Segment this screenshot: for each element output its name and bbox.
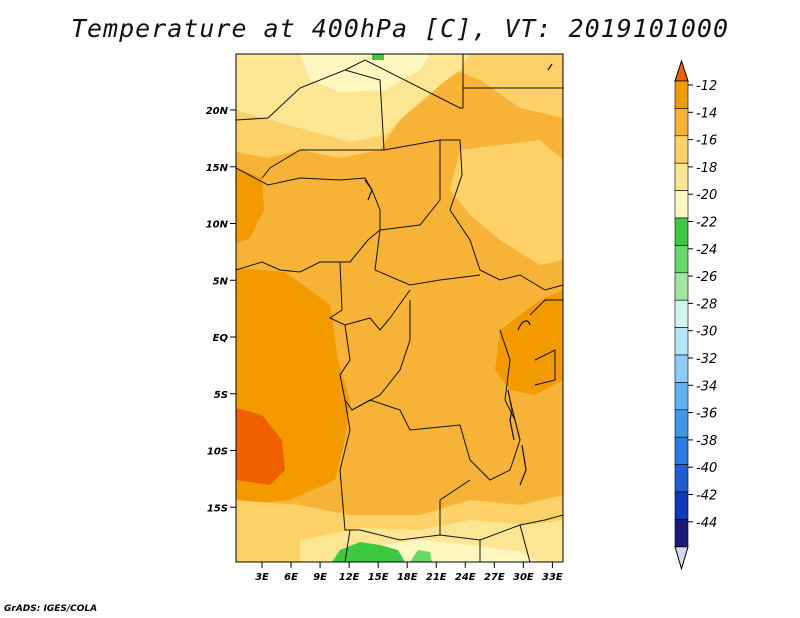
- lat-tick-label: EQ: [213, 333, 229, 344]
- colorbar-label: -12: [696, 79, 717, 94]
- colorbar-label: -26: [696, 270, 717, 285]
- colorbar-label: -32: [696, 352, 717, 367]
- lon-tick-label: 12E: [339, 572, 360, 583]
- lat-axis: 20N 15N 10N 5N EQ 5S 10S 15S: [206, 106, 236, 514]
- colorbar-label: -22: [696, 216, 717, 231]
- lat-tick-label: 10S: [207, 447, 228, 458]
- colorbar-swatch: [674, 299, 689, 328]
- colorbar-label: -42: [696, 489, 717, 504]
- lon-tick-label: 15E: [368, 572, 389, 583]
- colorbar-swatch: [674, 190, 689, 219]
- lat-tick-label: 15N: [206, 163, 229, 174]
- lat-tick-label: 20N: [206, 106, 229, 117]
- colorbar-label: -36: [696, 407, 717, 422]
- south-green-patch-2: [410, 550, 432, 562]
- lon-tick-label: 30E: [513, 572, 534, 583]
- colorbar-swatch: [674, 217, 689, 246]
- lon-tick-label: 9E: [313, 572, 327, 583]
- south-band-22-24: [360, 540, 540, 562]
- colorbar-swatch: [674, 519, 689, 548]
- lon-tick-label: 21E: [426, 572, 447, 583]
- west-warm-16: [236, 168, 264, 244]
- lon-tick-label: 3E: [255, 572, 269, 583]
- colorbar-label: -28: [696, 297, 717, 312]
- colorbar-swatch: [674, 409, 689, 438]
- footer-credit: GrADS: IGES/COLA: [4, 604, 98, 614]
- colorbar-swatch: [674, 135, 689, 164]
- lat-tick-label: 5S: [214, 390, 228, 401]
- colorbar-label: -16: [696, 134, 717, 149]
- lakes: [364, 63, 553, 486]
- colorbar-label: -14: [696, 106, 717, 121]
- colorbar-label: -44: [696, 516, 717, 531]
- colorbar-swatch: [674, 382, 689, 411]
- colorbar-label: -38: [696, 434, 717, 449]
- lon-tick-label: 6E: [284, 572, 298, 583]
- colorbar-swatch: [674, 245, 689, 274]
- colorbar-label: -30: [696, 325, 717, 340]
- map-frame: [235, 53, 564, 563]
- colorbar-swatch: [674, 327, 689, 356]
- colorbar-swatch: [674, 354, 689, 383]
- lon-tick-label: 33E: [542, 572, 563, 583]
- lat-tick-label: 10N: [206, 220, 229, 231]
- south-green-patch: [332, 542, 405, 562]
- colorbar-low-cap: [674, 546, 689, 571]
- colorbar-swatch: [674, 464, 689, 493]
- east-band-18-20: [450, 140, 563, 265]
- country-borders: [236, 54, 563, 562]
- colorbar-swatch: [674, 436, 689, 465]
- hot-core-14: [236, 408, 285, 485]
- colorbar-swatch: [674, 491, 689, 520]
- lat-tick-label: 5N: [213, 276, 229, 287]
- temperature-field: [236, 54, 563, 562]
- lon-tick-label: 18E: [397, 572, 418, 583]
- north-green-patch: [372, 54, 384, 60]
- colorbar-label: -40: [696, 461, 717, 476]
- colorbar-label: -34: [696, 379, 717, 394]
- colorbar-label: -18: [696, 161, 717, 176]
- colorbar-swatch: [674, 272, 689, 301]
- colorbar: -12 -14 -16 -18 -20 -22 -24 -26 -28 -30 -32 -34 -36 -…: [674, 59, 717, 571]
- colorbar-label: -24: [696, 243, 717, 258]
- colorbar-swatch: [674, 108, 689, 137]
- colorbar-high-cap: [674, 59, 689, 82]
- chart-title: Temperature at 400hPa [C], VT: 201910100…: [70, 14, 730, 43]
- north-band-20-22: [236, 54, 470, 142]
- lat-tick-label: 15S: [207, 503, 228, 514]
- colorbar-label: -20: [696, 188, 717, 203]
- rift-warm-16: [495, 290, 563, 395]
- lon-tick-label: 27E: [484, 572, 505, 583]
- lon-axis: 3E 6E 9E 12E 15E 18E 21E 24E 27E 30E 33E: [255, 562, 563, 583]
- colorbar-swatch: [674, 80, 689, 109]
- north-band-22-24: [300, 54, 430, 92]
- colorbar-swatch: [674, 162, 689, 191]
- lon-tick-label: 24E: [455, 572, 476, 583]
